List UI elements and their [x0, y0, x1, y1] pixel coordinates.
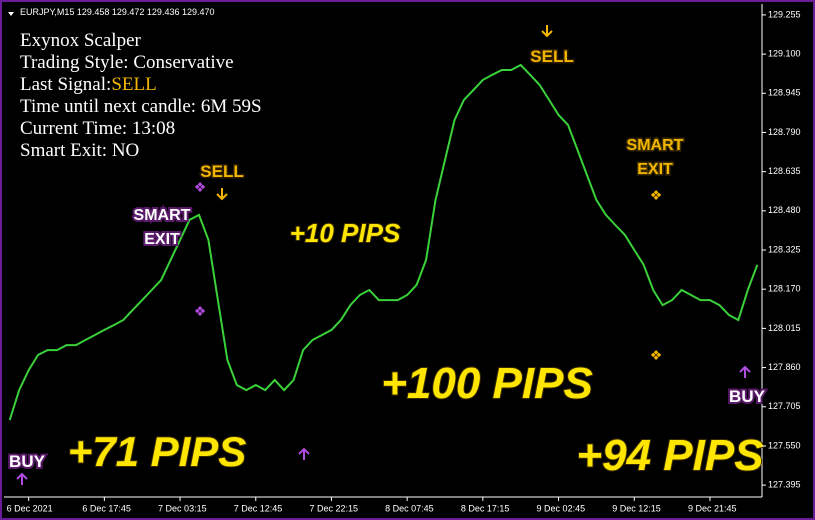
y-tick-label: 128.790	[768, 127, 801, 137]
price-line	[8, 63, 759, 421]
x-tick-label: 9 Dec 21:45	[688, 503, 737, 513]
x-tick-label: 6 Dec 17:45	[82, 503, 131, 513]
panel-line: Trading Style: Conservative	[20, 52, 234, 73]
sell-label: SELL	[200, 162, 243, 181]
x-tick-label: 7 Dec 12:45	[234, 503, 283, 513]
y-tick-label: 127.860	[768, 362, 801, 372]
header-icon	[8, 12, 14, 16]
sell-arrow	[541, 25, 553, 38]
diamond: ❖	[194, 179, 207, 195]
last-signal: SELL	[111, 74, 156, 95]
y-tick-label: 127.550	[768, 440, 801, 450]
y-tick-label: 127.395	[768, 479, 801, 489]
y-tick-label: 129.100	[768, 48, 801, 58]
panel-line: Smart Exit: NO	[20, 140, 139, 161]
buy-label: BUY	[9, 452, 46, 471]
y-tick-label: 127.705	[768, 401, 801, 411]
buy-arrow	[16, 472, 28, 485]
smart-exit: SMART	[134, 207, 191, 224]
panel-line: Last Signal:SELL	[20, 74, 157, 95]
pips-label: +94 PIPS	[576, 431, 763, 480]
diamond: ❖	[650, 347, 663, 363]
header: EURJPY,M15 129.458 129.472 129.436 129.4…	[20, 7, 215, 17]
buy-label: BUY	[729, 387, 766, 406]
panel-label: Last Signal:	[20, 74, 111, 95]
smart-exit: EXIT	[637, 161, 673, 178]
diamond: ❖	[650, 187, 663, 203]
x-tick-label: 6 Dec 2021	[7, 503, 53, 513]
panel-line: Current Time: 13:08	[20, 118, 175, 139]
y-tick-label: 128.945	[768, 88, 801, 98]
sell-label: SELL	[530, 47, 573, 66]
buy-arrow	[298, 447, 310, 460]
panel-line: Exynox Scalper	[20, 30, 142, 51]
x-tick-label: 8 Dec 07:45	[385, 503, 434, 513]
diamond: ❖	[194, 303, 207, 319]
sell-arrow	[216, 188, 228, 201]
smart-exit: SMART	[627, 137, 684, 154]
x-tick-label: 7 Dec 03:15	[158, 503, 207, 513]
pips-label: +71 PIPS	[68, 428, 247, 475]
buy-arrow	[739, 365, 751, 378]
x-tick-label: 7 Dec 22:15	[309, 503, 358, 513]
y-tick-label: 128.325	[768, 244, 801, 254]
y-tick-label: 128.480	[768, 205, 801, 215]
pips-label: +10 PIPS	[290, 218, 401, 248]
panel-line: Time until next candle: 6M 59S	[20, 96, 262, 117]
x-tick-label: 9 Dec 02:45	[537, 503, 586, 513]
smart-exit: EXIT	[144, 231, 180, 248]
x-tick-label: 9 Dec 12:15	[612, 503, 661, 513]
x-tick-label: 8 Dec 17:15	[461, 503, 510, 513]
pips-label: +100 PIPS	[381, 359, 593, 408]
y-tick-label: 128.170	[768, 284, 801, 294]
y-tick-label: 128.015	[768, 323, 801, 333]
y-tick-label: 128.635	[768, 166, 801, 176]
plot-area	[8, 63, 759, 421]
y-tick-label: 129.255	[768, 9, 801, 19]
